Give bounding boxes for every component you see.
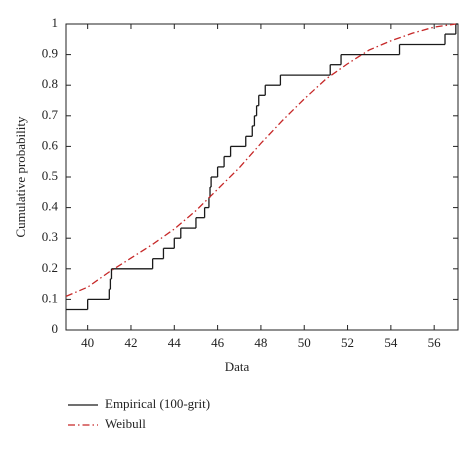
- y-tick-label: 0.5: [42, 168, 58, 183]
- y-tick-label: 0.3: [42, 229, 58, 244]
- x-tick-label: 40: [81, 335, 94, 350]
- legend-label: Weibull: [105, 416, 146, 431]
- x-tick-label: 44: [168, 335, 182, 350]
- y-tick-label: 0.9: [42, 46, 58, 61]
- x-tick-label: 50: [298, 335, 311, 350]
- y-axis-label: Cumulative probability: [13, 116, 28, 237]
- weibull-line: [65, 23, 456, 297]
- plot-frame: [65, 23, 459, 331]
- x-tick-label: 46: [211, 335, 225, 350]
- x-tick-label: 52: [341, 335, 354, 350]
- y-tick-label: 0.1: [42, 290, 58, 305]
- x-tick-label: 54: [384, 335, 398, 350]
- y-tick-label: 0: [52, 321, 59, 336]
- y-tick-label: 0.4: [42, 199, 59, 214]
- y-tick-label: 1: [52, 15, 59, 30]
- y-tick-label: 0.6: [42, 137, 59, 152]
- x-axis-label: Data: [225, 359, 250, 374]
- y-tick-label: 0.7: [42, 107, 59, 122]
- x-tick-label: 48: [254, 335, 267, 350]
- y-tick-label: 0.8: [42, 76, 58, 91]
- legend-label: Empirical (100-grit): [105, 396, 210, 411]
- y-tick-label: 0.2: [42, 260, 58, 275]
- x-tick-label: 56: [428, 335, 442, 350]
- x-tick-label: 42: [124, 335, 137, 350]
